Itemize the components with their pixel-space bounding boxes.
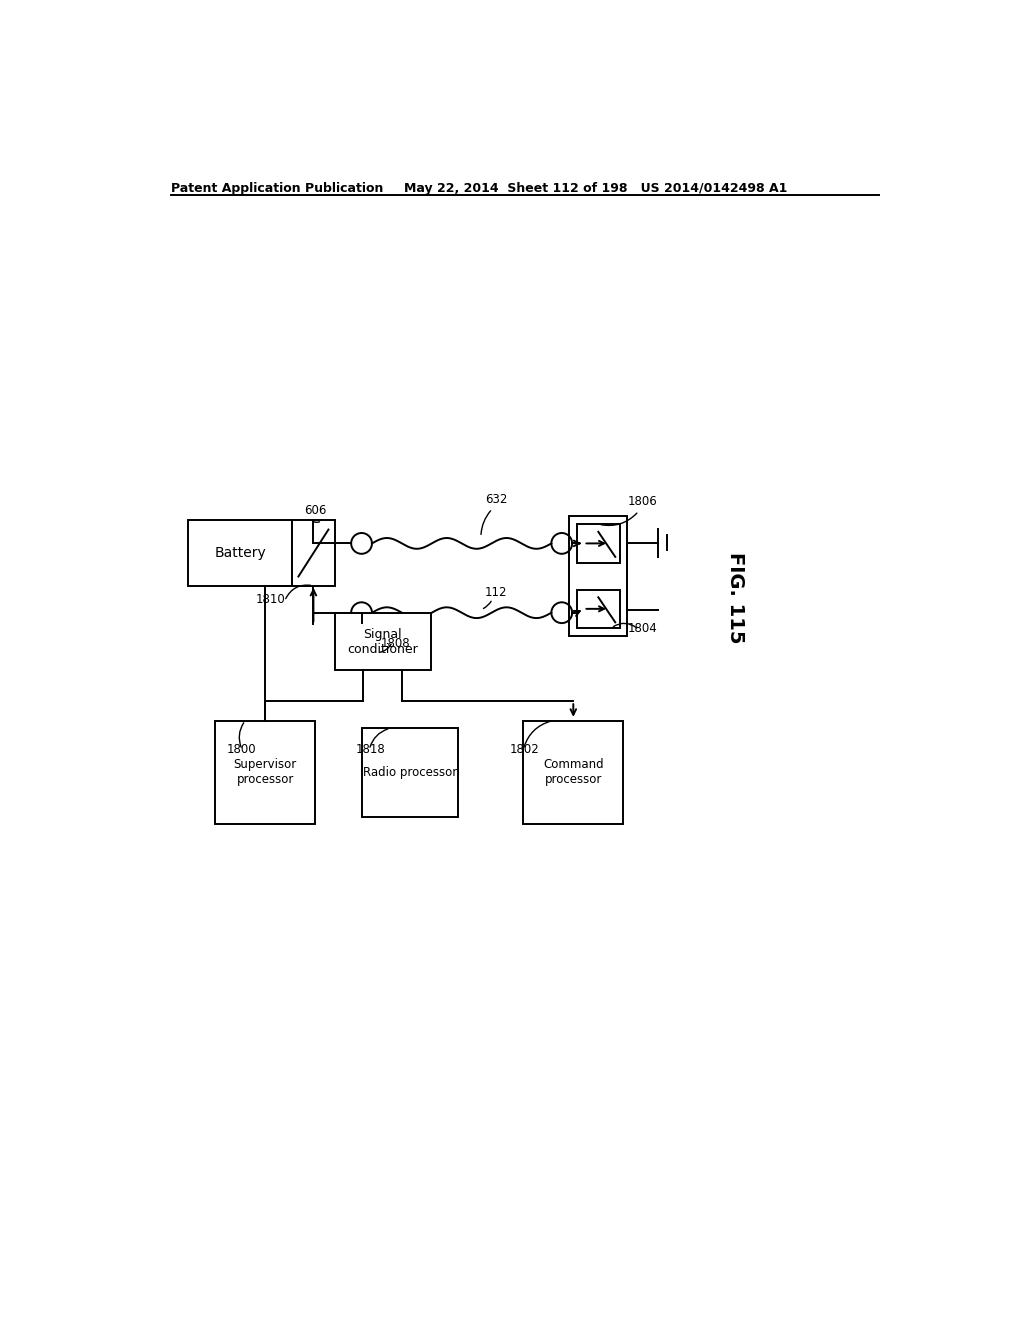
Text: 1806: 1806: [628, 495, 657, 508]
Bar: [361, 729, 458, 817]
Text: 1808: 1808: [381, 638, 411, 651]
Text: FIG. 115: FIG. 115: [726, 552, 744, 643]
Bar: [523, 721, 624, 825]
Text: 1810: 1810: [255, 594, 285, 606]
Text: 112: 112: [484, 586, 507, 599]
Text: Supervisor
processor: Supervisor processor: [233, 759, 297, 787]
Text: 606: 606: [304, 504, 327, 517]
Text: Battery: Battery: [214, 546, 266, 560]
Text: 1804: 1804: [628, 622, 657, 635]
Text: 632: 632: [484, 494, 507, 507]
Text: Patent Application Publication: Patent Application Publication: [171, 182, 383, 194]
Bar: [188, 520, 292, 586]
Bar: [292, 520, 335, 586]
Bar: [569, 516, 628, 636]
Text: 1800: 1800: [226, 743, 256, 756]
Text: Signal
conditioner: Signal conditioner: [347, 627, 418, 656]
Bar: [215, 721, 315, 825]
Text: May 22, 2014  Sheet 112 of 198   US 2014/0142498 A1: May 22, 2014 Sheet 112 of 198 US 2014/01…: [403, 182, 787, 194]
Text: Command
processor: Command processor: [543, 759, 603, 787]
Bar: [578, 590, 620, 628]
Text: 1818: 1818: [355, 743, 385, 756]
Bar: [335, 612, 431, 671]
Text: Radio processor: Radio processor: [362, 766, 457, 779]
Bar: [578, 524, 620, 562]
Text: 1802: 1802: [509, 743, 540, 756]
